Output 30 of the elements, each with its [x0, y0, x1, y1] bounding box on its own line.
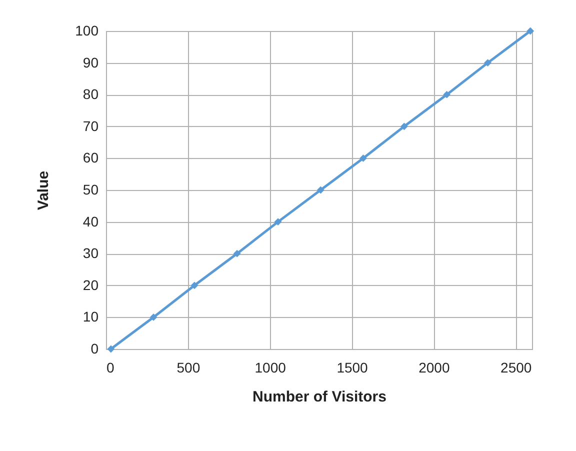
x-tick-label: 1000	[254, 360, 286, 376]
y-tick-label: 40	[82, 213, 99, 230]
y-tick-label: 50	[82, 182, 99, 198]
y-tick-label: 60	[82, 150, 99, 166]
y-tick-label: 10	[82, 308, 99, 325]
point	[360, 154, 367, 162]
point	[316, 186, 324, 194]
y-tick-label: 80	[82, 86, 99, 102]
y-tick-label: 100	[75, 22, 99, 38]
point	[233, 250, 241, 258]
x-tick-label: 2500	[500, 360, 532, 376]
y-axis-title: Value	[35, 170, 52, 210]
y-tick-label: 70	[82, 118, 99, 134]
x-tick-label: 2000	[418, 360, 450, 376]
point	[443, 90, 451, 98]
y-tick-label: 90	[82, 54, 99, 70]
y-tick-label: 0	[90, 340, 99, 356]
point	[484, 59, 492, 67]
point	[400, 122, 408, 130]
point	[274, 218, 282, 226]
point	[526, 27, 534, 35]
point	[107, 345, 115, 353]
point	[190, 282, 198, 290]
point	[150, 313, 158, 321]
y-tick-label: 20	[82, 276, 99, 293]
y-tick-label: 30	[82, 245, 99, 262]
x-tick-label: 500	[176, 360, 200, 376]
x-tick-label: 1500	[336, 360, 368, 376]
x-tick-label: 0	[106, 360, 114, 376]
x-axis-title: Number of Visitors	[252, 388, 386, 406]
